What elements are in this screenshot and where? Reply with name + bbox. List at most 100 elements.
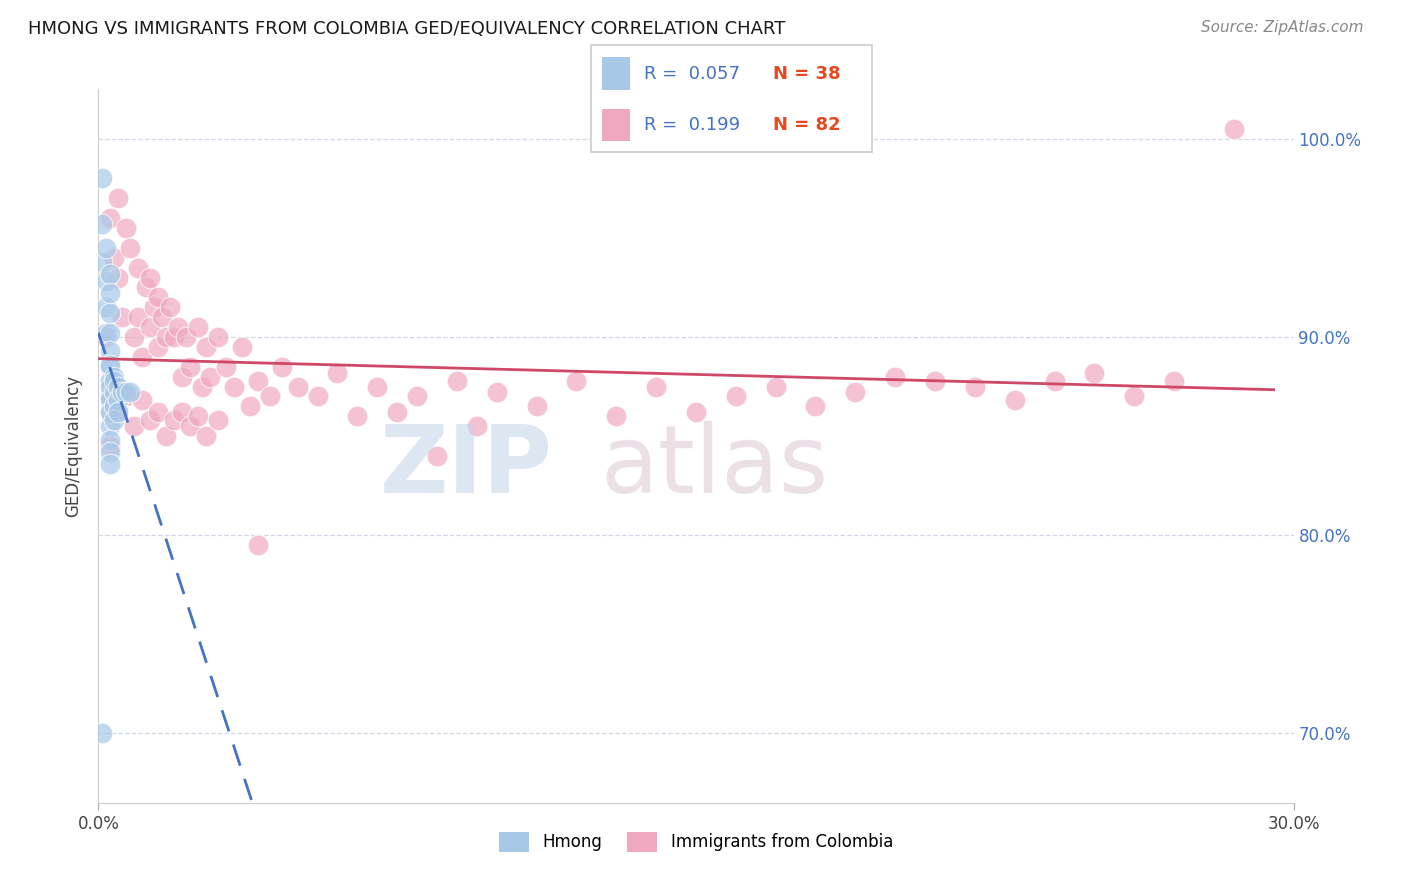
Point	[107, 405, 129, 419]
Point	[366, 379, 388, 393]
Point	[96, 241, 118, 255]
Point	[605, 409, 627, 424]
Point	[1123, 389, 1146, 403]
Point	[107, 191, 129, 205]
Point	[96, 300, 118, 314]
Point	[98, 379, 122, 393]
FancyBboxPatch shape	[602, 57, 630, 89]
Point	[179, 419, 201, 434]
Legend: Hmong, Immigrants from Colombia: Hmong, Immigrants from Colombia	[492, 825, 900, 859]
Point	[91, 726, 114, 740]
Point	[107, 270, 129, 285]
Point	[107, 379, 129, 393]
Point	[465, 419, 488, 434]
Point	[124, 330, 146, 344]
Point	[103, 400, 125, 414]
Point	[963, 379, 986, 393]
Point	[143, 300, 166, 314]
Point	[91, 254, 114, 268]
Text: N = 38: N = 38	[773, 64, 841, 82]
Point	[1163, 374, 1185, 388]
Point	[115, 389, 138, 403]
Point	[91, 171, 114, 186]
Point	[198, 369, 221, 384]
Point	[135, 280, 157, 294]
Point	[98, 267, 122, 281]
Point	[924, 374, 946, 388]
Point	[155, 330, 177, 344]
Point	[103, 413, 125, 427]
Point	[98, 374, 122, 388]
Point	[103, 385, 125, 400]
Point	[259, 389, 281, 403]
Point	[1043, 374, 1066, 388]
Point	[326, 366, 349, 380]
Point	[127, 310, 149, 325]
Point	[111, 310, 134, 325]
Point	[98, 358, 122, 372]
Point	[215, 359, 238, 374]
Point	[187, 409, 209, 424]
Point	[148, 340, 170, 354]
Point	[884, 369, 907, 384]
Point	[103, 251, 125, 265]
Point	[526, 400, 548, 414]
Point	[246, 538, 269, 552]
Point	[107, 405, 129, 419]
Point	[115, 385, 138, 400]
Point	[120, 385, 142, 400]
Point	[239, 400, 262, 414]
Point	[98, 326, 122, 340]
Point	[426, 449, 449, 463]
Point	[385, 405, 409, 419]
Point	[195, 340, 218, 354]
Text: R =  0.057: R = 0.057	[644, 64, 740, 82]
Point	[150, 310, 173, 325]
Point	[98, 359, 122, 374]
Point	[127, 260, 149, 275]
Point	[195, 429, 218, 443]
Point	[844, 385, 866, 400]
Point	[485, 385, 508, 400]
Point	[98, 343, 122, 358]
Point	[179, 359, 201, 374]
Point	[107, 393, 129, 408]
Point	[98, 433, 122, 447]
Point	[685, 405, 707, 419]
Point	[96, 326, 118, 340]
Text: R =  0.199: R = 0.199	[644, 116, 740, 134]
Point	[131, 393, 153, 408]
Point	[246, 374, 269, 388]
Point	[98, 211, 122, 225]
Point	[96, 330, 118, 344]
Point	[124, 419, 146, 434]
Point	[98, 393, 122, 408]
Point	[222, 379, 245, 393]
Point	[139, 320, 162, 334]
Point	[167, 320, 190, 334]
Point	[287, 379, 309, 393]
Point	[1083, 366, 1105, 380]
Text: HMONG VS IMMIGRANTS FROM COLOMBIA GED/EQUIVALENCY CORRELATION CHART: HMONG VS IMMIGRANTS FROM COLOMBIA GED/EQ…	[28, 20, 786, 37]
Point	[307, 389, 329, 403]
Point	[98, 405, 122, 419]
Point	[804, 400, 827, 414]
Point	[131, 350, 153, 364]
Point	[163, 330, 186, 344]
Point	[139, 270, 162, 285]
Point	[187, 320, 209, 334]
Text: atlas: atlas	[600, 421, 828, 514]
Point	[111, 385, 134, 400]
Point	[103, 374, 125, 388]
Point	[148, 290, 170, 304]
Point	[98, 405, 122, 419]
Point	[1004, 393, 1026, 408]
Point	[191, 379, 214, 393]
Point	[98, 389, 122, 403]
Point	[155, 429, 177, 443]
Point	[159, 300, 181, 314]
Point	[163, 413, 186, 427]
Point	[98, 439, 122, 453]
Point	[91, 217, 114, 231]
Y-axis label: GED/Equivalency: GED/Equivalency	[65, 375, 83, 517]
